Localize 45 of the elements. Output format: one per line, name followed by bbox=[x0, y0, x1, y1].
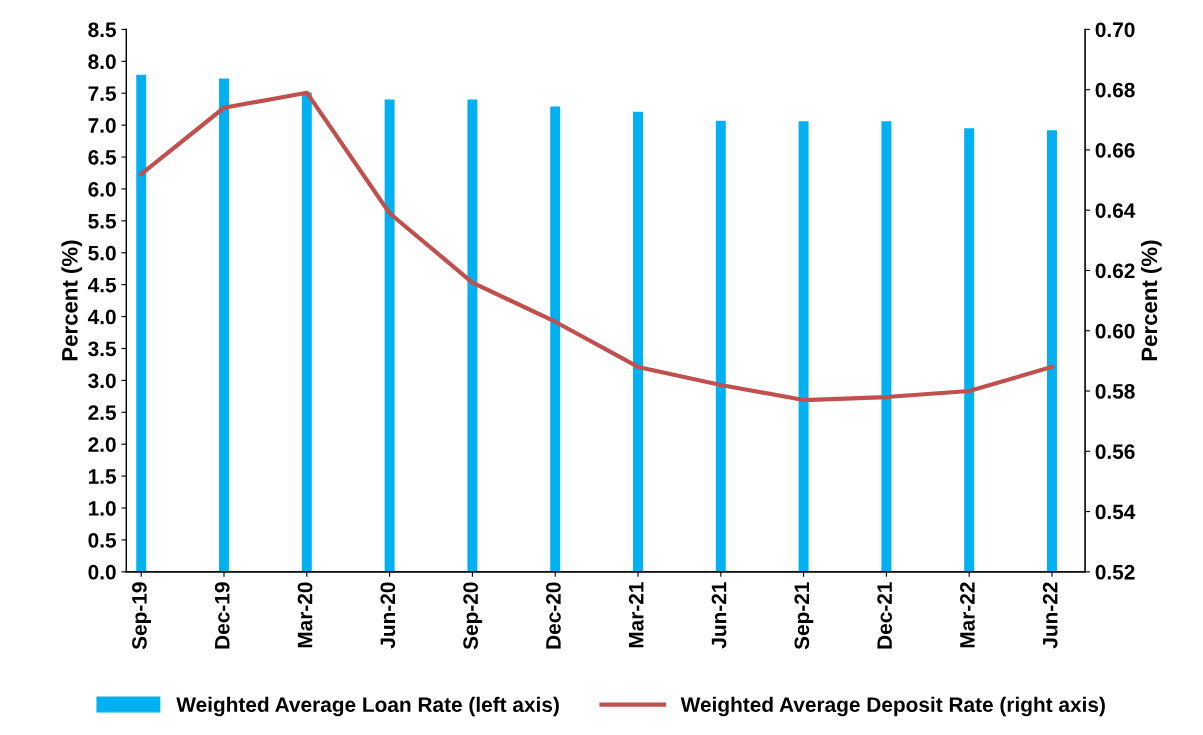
y2-tick-label: 0.52 bbox=[1095, 564, 1135, 580]
y-tick-label: 2.0 bbox=[88, 437, 116, 452]
line-series bbox=[139, 90, 1055, 403]
x-tick-label: Mar-21 bbox=[628, 582, 644, 648]
x-tick-label: Jun-21 bbox=[711, 582, 727, 649]
y2-tick-label: 0.62 bbox=[1095, 263, 1135, 279]
y2-tick-label: 0.54 bbox=[1095, 504, 1136, 520]
x-tick-label: Jun-20 bbox=[380, 582, 396, 649]
y-tick-label: 2.5 bbox=[88, 405, 117, 421]
y-tick-label: 7.0 bbox=[88, 118, 116, 133]
y2-tick-label: 0.66 bbox=[1095, 142, 1135, 158]
x-tick-label: Mar-22 bbox=[960, 582, 975, 648]
y2-tick-label: 0.64 bbox=[1095, 203, 1136, 218]
y-tick-label: 8.0 bbox=[88, 54, 116, 70]
x-tick-label: Dec-19 bbox=[214, 582, 230, 649]
x-tick-label: Dec-21 bbox=[877, 582, 892, 649]
legend-label: Weighted Average Deposit Rate (right axis) bbox=[680, 696, 1105, 717]
y-tick-label: 1.0 bbox=[88, 501, 116, 516]
y-axis-title: Percent (%) bbox=[61, 240, 83, 361]
x-tick-label: Sep-21 bbox=[794, 582, 814, 650]
y-tick-label: 4.5 bbox=[87, 277, 117, 293]
y-tick-label: 0.5 bbox=[88, 532, 117, 548]
y-tick-label: 1.5 bbox=[88, 469, 117, 484]
y-tick-label: 3.0 bbox=[88, 373, 116, 389]
y2-tick-label: 0.60 bbox=[1095, 323, 1135, 339]
y2-tick-label: 0.70 bbox=[1095, 22, 1135, 38]
x-tick-label: Sep-19 bbox=[132, 582, 151, 650]
y-tick-label: 6.0 bbox=[88, 181, 116, 197]
y-tick-label: 3.5 bbox=[88, 341, 117, 357]
y-tick-label: 0.0 bbox=[88, 564, 116, 580]
legend-label: Weighted Average Loan Rate (left axis) bbox=[176, 696, 559, 717]
y-tick-label: 8.5 bbox=[88, 22, 117, 38]
x-tick-label: Mar-20 bbox=[297, 582, 313, 648]
x-tick-label: Jun-22 bbox=[1042, 582, 1058, 649]
x-tick-label: Dec-20 bbox=[546, 582, 561, 649]
y-tick-label: 5.5 bbox=[88, 214, 117, 229]
x-tick-label: Sep-20 bbox=[463, 582, 483, 650]
y-tick-label: 6.5 bbox=[88, 150, 117, 165]
y-tick-label: 4.0 bbox=[87, 309, 116, 325]
y2-tick-label: 0.68 bbox=[1095, 82, 1135, 98]
y2-tick-label: 0.58 bbox=[1095, 384, 1135, 399]
y2-axis-title: Percent (%) bbox=[1140, 240, 1162, 361]
y2-tick-label: 0.56 bbox=[1095, 444, 1135, 460]
y-tick-label: 5.0 bbox=[88, 245, 116, 261]
y-tick-label: 7.5 bbox=[88, 86, 117, 101]
